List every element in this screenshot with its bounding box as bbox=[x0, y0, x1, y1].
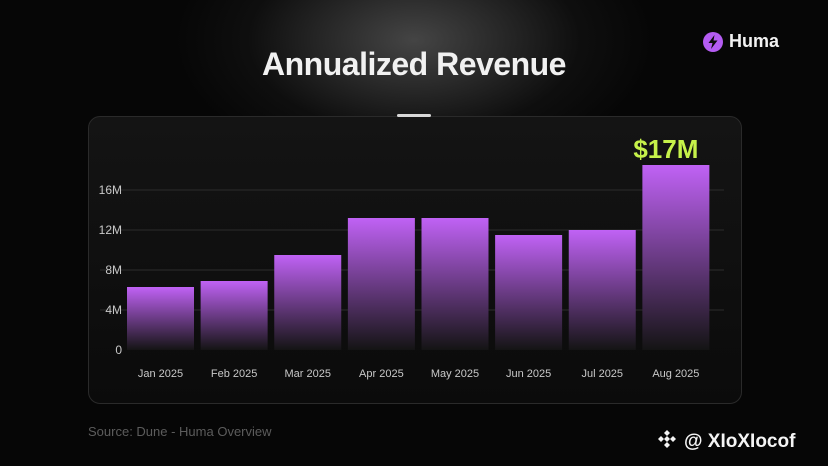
x-tick-label: Feb 2025 bbox=[211, 368, 257, 380]
lightning-bolt-icon bbox=[703, 31, 723, 52]
x-tick-label: Jul 2025 bbox=[581, 368, 623, 380]
brand-logo: Huma bbox=[703, 31, 779, 52]
bar bbox=[347, 218, 415, 350]
x-tick-label: May 2025 bbox=[431, 368, 479, 380]
brand-name: Huma bbox=[729, 31, 780, 51]
x-tick-label: Jun 2025 bbox=[506, 368, 551, 380]
x-tick-label: Mar 2025 bbox=[285, 368, 331, 380]
y-tick-label: 16M bbox=[99, 183, 122, 197]
bar bbox=[200, 281, 268, 350]
page-title: Annualized Revenue bbox=[262, 46, 566, 82]
watermark-handle: @ XIoXIocof bbox=[684, 431, 796, 452]
bar bbox=[642, 165, 710, 350]
bar bbox=[421, 218, 489, 350]
y-tick-label: 12M bbox=[99, 223, 122, 237]
y-tick-label: 0 bbox=[115, 343, 122, 357]
bar bbox=[568, 230, 636, 350]
y-tick-label: 8M bbox=[105, 263, 122, 277]
x-tick-label: Jan 2025 bbox=[138, 368, 183, 380]
y-tick-label: 4M bbox=[105, 303, 122, 317]
source-note: Source: Dune - Huma Overview bbox=[88, 424, 272, 439]
bar bbox=[495, 235, 563, 350]
bar bbox=[127, 287, 194, 350]
bar bbox=[274, 255, 342, 350]
annotation-label: $17M bbox=[633, 134, 698, 164]
card-notch bbox=[397, 114, 431, 117]
binance-diamond-icon bbox=[656, 428, 678, 456]
watermark: @ XIoXIocof bbox=[656, 428, 795, 456]
x-tick-label: Aug 2025 bbox=[652, 368, 699, 380]
x-tick-label: Apr 2025 bbox=[359, 368, 404, 380]
